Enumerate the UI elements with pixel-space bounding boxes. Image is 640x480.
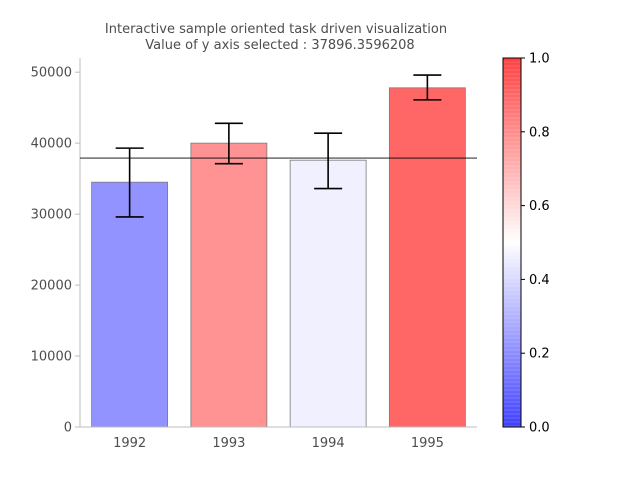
- bar-1992: [91, 181, 169, 428]
- y-tick-label: 50000: [31, 66, 72, 81]
- colorbar: 0.0 0.2 0.4 0.6 0.8 1.0: [502, 52, 550, 436]
- x-tick-label: 1993: [212, 436, 245, 451]
- colorbar-gradient: [503, 58, 521, 427]
- colorbar-tick-label: 0.4: [529, 273, 550, 288]
- colorbar-tick-label: 0.6: [529, 199, 550, 214]
- y-tick-label: 20000: [31, 279, 72, 294]
- plot-area[interactable]: 0 10000 20000 30000 40000 50000 1992 1993 1994 19…: [31, 58, 477, 451]
- x-tick-label: 1994: [312, 436, 345, 451]
- colorbar-frame: [502, 57, 522, 428]
- colorbar-tick-label: 0.8: [529, 125, 550, 140]
- bar-1994: [289, 159, 367, 428]
- y-tick-label: 30000: [31, 208, 72, 223]
- bar-1995: [388, 87, 466, 428]
- y-tick-label: 0: [64, 421, 72, 436]
- colorbar-tick-label: 0.0: [529, 421, 550, 436]
- y-tick-label: 10000: [31, 350, 72, 365]
- colorbar-tick-label: 0.2: [529, 347, 550, 362]
- chart-title: Interactive sample oriented task driven …: [105, 22, 447, 37]
- chart-title-group: Interactive sample oriented task driven …: [105, 22, 447, 53]
- bar-1993: [190, 142, 268, 428]
- colorbar-tick-label: 1.0: [529, 52, 550, 67]
- x-tick-label: 1992: [113, 436, 146, 451]
- y-tick-label: 40000: [31, 137, 72, 152]
- x-tick-label: 1995: [411, 436, 444, 451]
- chart-subtitle: Value of y axis selected : 37896.3596208: [145, 38, 414, 53]
